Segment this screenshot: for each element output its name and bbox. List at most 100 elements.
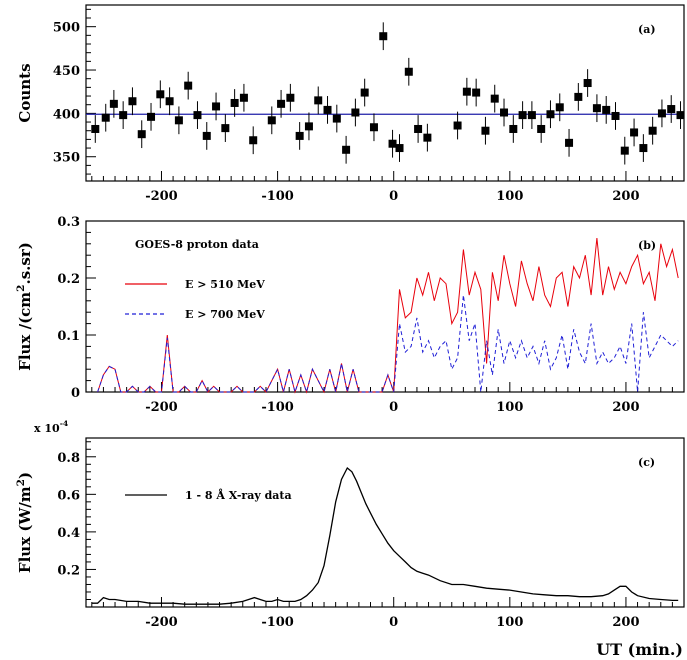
data-point [630, 128, 639, 137]
y-tick-label: 0.2 [57, 272, 80, 287]
x-tick-label: -100 [261, 615, 294, 630]
data-point [286, 93, 295, 102]
data-point [395, 144, 404, 153]
x-tick-label: 100 [496, 615, 523, 630]
data-point [527, 111, 536, 120]
panel-label: (c) [638, 456, 655, 469]
data-point [249, 136, 258, 145]
x-tick-label: 200 [612, 189, 639, 204]
x-tick-label: 100 [496, 400, 523, 415]
data-point [277, 99, 286, 108]
data-point [360, 88, 369, 97]
plot-frame [85, 220, 685, 393]
data-point [537, 124, 546, 133]
data-point [332, 114, 341, 123]
x-tick-label: -100 [261, 400, 294, 415]
x-tick-label: -200 [145, 400, 178, 415]
y-tick-label: 500 [53, 21, 80, 36]
y-axis-label: Flux (W/m2) [15, 472, 34, 573]
y-tick-label: 0.1 [57, 329, 80, 344]
data-point [267, 116, 276, 125]
data-point [472, 88, 481, 97]
y-tick-label: 400 [53, 107, 80, 122]
data-point [295, 131, 304, 140]
data-point [342, 145, 351, 154]
x-tick-label: 200 [612, 400, 639, 415]
data-point [230, 98, 239, 107]
y-tick-label: 450 [53, 64, 80, 79]
data-point [602, 105, 611, 114]
legend-title: GOES-8 proton data [135, 238, 259, 251]
panel-b-proton-flux: -200 -100 0 100 200 0 0.1 0.2 0.3 Flux /(cm2.s.sr… [15, 215, 685, 415]
legend-label: 1 - 8 Å X-ray data [185, 488, 292, 502]
x-tick-label: 200 [612, 615, 639, 630]
data-point [193, 111, 202, 120]
x-axis-label: UT (min.) [596, 640, 683, 659]
data-point [147, 112, 156, 121]
data-point [546, 110, 555, 119]
x-tick-label: 0 [389, 400, 398, 415]
data-point [423, 133, 432, 142]
data-point [221, 124, 230, 133]
data-point [592, 104, 601, 113]
panel-label: (b) [638, 239, 656, 252]
data-point [565, 138, 574, 147]
data-point [174, 116, 183, 125]
y-tick-label: 0.2 [57, 563, 80, 578]
y-tick-label: 0.6 [57, 488, 80, 503]
legend-label: E > 700 MeV [185, 308, 265, 321]
x-tick-label: -100 [261, 189, 294, 204]
data-point [239, 93, 248, 102]
data-point [518, 111, 527, 120]
data-point [509, 124, 518, 133]
data-point [388, 139, 397, 148]
data-point [657, 109, 666, 118]
panel-c-xray-flux: -200 -100 0 100 200 0.2 0.4 0.6 0.8 Flux (W/m2) (c… [15, 419, 685, 630]
data-point [453, 121, 462, 130]
data-point [676, 111, 685, 120]
data-point [156, 90, 165, 99]
x-tick-label: 100 [496, 189, 523, 204]
y-tick-label: 0.8 [57, 451, 80, 466]
data-point [212, 102, 221, 111]
data-point [667, 105, 676, 114]
data-point [101, 113, 110, 122]
data-point [648, 126, 657, 135]
data-point [314, 96, 323, 105]
x-tick-label: 0 [389, 189, 398, 204]
data-point [304, 122, 313, 131]
y-tick-label: 0 [71, 386, 80, 401]
plot-frame [85, 4, 685, 182]
y-tick-label: 0.3 [57, 215, 80, 230]
data-point [404, 67, 413, 76]
data-point [109, 99, 118, 108]
y-multiplier: x 10-4 [34, 419, 69, 435]
data-point [611, 111, 620, 120]
y-axis-label: Flux /(cm2.s.sr) [15, 242, 34, 371]
y-tick-label: 0.4 [57, 526, 80, 541]
data-point [379, 32, 388, 41]
x-tick-label: 0 [389, 615, 398, 630]
series-line-xray [91, 466, 679, 605]
legend-label: E > 510 MeV [185, 278, 265, 291]
x-tick-label: -200 [145, 615, 178, 630]
data-point [91, 124, 100, 133]
data-point [583, 79, 592, 88]
data-point [574, 92, 583, 101]
data-point [323, 105, 332, 114]
data-point [555, 103, 564, 112]
data-point [202, 131, 211, 140]
panel-a-counts: -200 -100 0 100 200 350 400 450 500 Counts (a) [16, 4, 685, 204]
data-point [620, 146, 629, 155]
data-point [184, 81, 193, 90]
data-point [165, 97, 174, 106]
y-tick-label: 350 [53, 151, 80, 166]
data-point [500, 108, 509, 117]
data-point [414, 124, 423, 133]
data-point [481, 126, 490, 135]
data-point [119, 111, 128, 120]
data-point [490, 94, 499, 103]
plot-frame [85, 437, 685, 608]
data-point [137, 130, 146, 139]
